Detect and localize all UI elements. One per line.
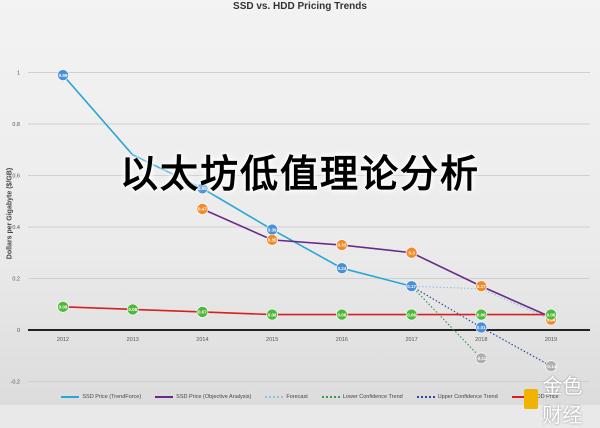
data-point-marker: 0.35	[266, 234, 278, 246]
legend-swatch-icon	[155, 396, 174, 398]
series-line	[62, 74, 412, 287]
watermark-text: 金色财经	[542, 374, 583, 427]
svg-text:0.39: 0.39	[268, 227, 277, 232]
legend-swatch-icon	[265, 396, 284, 398]
data-point-marker: 0.06	[336, 308, 348, 321]
data-point-marker: 0.39	[266, 223, 278, 236]
legend-swatch-icon	[511, 396, 530, 398]
legend-item: SSD Price (TrendForce)	[61, 394, 141, 400]
svg-text:0.06: 0.06	[407, 312, 416, 317]
svg-text:0.06: 0.06	[477, 312, 486, 317]
x-tick-label: 2012	[57, 337, 69, 343]
data-point-marker: 0.99	[57, 69, 69, 81]
data-point-marker: 0.06	[266, 308, 278, 321]
svg-text:0.33: 0.33	[337, 243, 346, 248]
data-point-marker: -0.11	[475, 352, 488, 365]
svg-text:0.06: 0.06	[268, 312, 277, 317]
data-point-marker: 0.17	[405, 280, 418, 293]
overlay-headline: 以太坊低值理论分析	[119, 152, 480, 196]
y-tick-label: -0.2	[11, 380, 20, 386]
data-point-marker: 0.24	[336, 262, 348, 275]
legend-swatch-icon	[61, 396, 80, 398]
svg-text:0.06: 0.06	[547, 312, 556, 317]
x-tick-label: 2016	[336, 337, 348, 343]
legend-swatch-icon	[416, 396, 435, 398]
series-line	[62, 306, 551, 316]
watermark: 金色财经	[524, 370, 600, 428]
svg-text:0.47: 0.47	[198, 207, 207, 212]
y-tick-label: 0.4	[12, 225, 20, 231]
svg-text:0.35: 0.35	[268, 238, 277, 243]
svg-text:0.24: 0.24	[337, 266, 346, 271]
legend-label: Lower Confidence Trend	[342, 394, 403, 400]
svg-text:0.99: 0.99	[59, 73, 68, 78]
series-line	[202, 208, 552, 318]
svg-text:0.3: 0.3	[408, 250, 415, 255]
watermark-logo-icon	[524, 389, 539, 409]
svg-text:0.01: 0.01	[477, 325, 486, 330]
data-point-marker: 0.01	[475, 321, 488, 334]
data-point-marker: 0.06	[475, 308, 488, 321]
legend-label: Forecast	[286, 394, 308, 400]
data-point-marker: 0.06	[545, 308, 557, 321]
legend-label: Upper Confidence Trend	[437, 394, 498, 400]
svg-text:0.08: 0.08	[128, 307, 137, 312]
x-tick-label: 2013	[127, 337, 139, 343]
chart-title: SSD vs. HDD Pricing Trends	[233, 1, 367, 12]
legend-swatch-icon	[321, 396, 340, 398]
x-tick-label: 2019	[545, 337, 557, 343]
data-point-marker: 0.06	[405, 308, 418, 321]
x-tick-label: 2018	[475, 337, 487, 343]
data-point-marker: 0.47	[196, 203, 209, 215]
x-tick-label: 2014	[196, 337, 208, 343]
y-tick-label: 0.6	[12, 174, 20, 180]
svg-text:0.06: 0.06	[337, 312, 346, 317]
chart-legend: SSD Price (TrendForce) SSD Price (Objecti…	[40, 391, 580, 403]
data-point-marker: 0.55	[196, 182, 209, 195]
y-tick-label: 1	[17, 71, 20, 77]
legend-item: Lower Confidence Trend	[321, 394, 403, 400]
data-point-marker: 0.09	[57, 301, 69, 313]
legend-label: SSD Price (TrendForce)	[82, 394, 142, 400]
y-tick-label: 0.2	[12, 277, 20, 283]
series-line	[411, 285, 482, 359]
data-point-marker: 0.33	[336, 239, 348, 251]
svg-text:-0.14: -0.14	[546, 364, 557, 369]
svg-text:-0.11: -0.11	[476, 356, 487, 361]
plot-area: -0.2 0 0.2 0.4 0.6 0.8 1 2012 2013 2014 2015 2016 20…	[11, 69, 590, 386]
x-tick-label: 2015	[266, 337, 278, 343]
data-point-marker: 0.3	[405, 246, 418, 259]
y-tick-label: 0.8	[12, 122, 20, 128]
svg-text:0.55: 0.55	[198, 186, 207, 191]
data-point-marker: 0.08	[126, 303, 139, 316]
svg-text:0.07: 0.07	[198, 310, 207, 315]
svg-text:0.09: 0.09	[59, 305, 68, 310]
svg-text:0.17: 0.17	[477, 284, 486, 289]
data-point-marker: -0.14	[545, 360, 557, 372]
y-tick-label: 0	[17, 328, 20, 334]
legend-item: Upper Confidence Trend	[416, 394, 498, 400]
svg-text:0.17: 0.17	[407, 284, 416, 289]
legend-item: SSD Price (Objective Analysis)	[155, 394, 251, 400]
legend-item: HDD Price	[511, 394, 559, 400]
data-point-marker: 0.17	[475, 280, 488, 293]
legend-label: HDD Price	[532, 394, 559, 400]
x-tick-label: 2017	[405, 337, 417, 343]
legend-label: SSD Price (Objective Analysis)	[176, 394, 252, 400]
data-point-marker: 0.07	[196, 306, 209, 318]
legend-item: Forecast	[265, 394, 308, 400]
